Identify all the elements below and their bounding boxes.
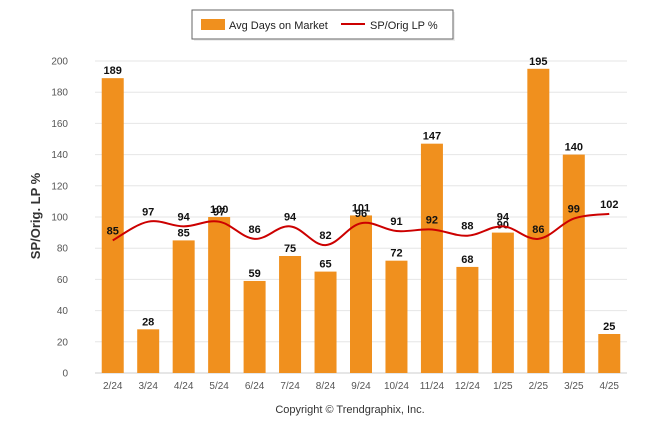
bar-value-label: 72: [390, 248, 402, 260]
bar-value-label: 140: [565, 142, 583, 154]
y-tick-label: 60: [57, 275, 69, 286]
line-value-label: 97: [213, 207, 225, 219]
bar: [101, 78, 124, 373]
line-value-label: 99: [568, 204, 580, 216]
line-value-label: 85: [107, 225, 119, 237]
legend: Avg Days on Market SP/Orig LP %: [191, 9, 455, 41]
y-tick-label: 40: [57, 306, 69, 317]
y-axis-ticks: 0 20 40 60 80 100 120 140 160 180 200: [51, 57, 68, 380]
bar: [491, 232, 514, 373]
copyright-text: Copyright © Trendgraphix, Inc.: [275, 404, 424, 416]
bar: [420, 143, 443, 373]
y-tick-label: 120: [51, 181, 68, 192]
bar-value-label: 59: [248, 268, 260, 280]
x-tick-label: 7/24: [280, 381, 300, 392]
bar-value-label: 147: [423, 131, 441, 143]
x-tick-label: 4/25: [600, 381, 620, 392]
y-axis-label: SP/Orig. LP %: [28, 172, 43, 259]
bar: [243, 280, 266, 373]
y-tick-label: 160: [51, 119, 68, 130]
y-tick-label: 80: [57, 244, 69, 255]
bar-value-label: 65: [319, 259, 331, 271]
x-axis-ticks: 2/24 3/24 4/24 5/24 6/24 7/24 8/24 9/24 10/24 11/…: [103, 381, 619, 392]
bar: [137, 329, 160, 373]
line-series: [112, 212, 610, 247]
x-tick-label: 4/24: [174, 381, 194, 392]
line-value-labels: 85 97 94 97 86 94 82 96 91 92 88 94 86 99 102: [107, 199, 619, 242]
bar: [172, 240, 195, 373]
bar: [350, 215, 372, 373]
line-value-label: 94: [178, 211, 191, 223]
y-tick-label: 100: [51, 213, 68, 224]
y-tick-label: 20: [57, 337, 69, 348]
bar-value-label: 195: [529, 56, 547, 68]
bar-value-label: 189: [104, 65, 122, 77]
x-tick-label: 2/25: [529, 381, 549, 392]
line-value-label: 94: [284, 211, 297, 223]
bar-value-label: 68: [461, 254, 473, 266]
bar-value-label: 28: [142, 316, 154, 328]
x-tick-label: 10/24: [384, 381, 409, 392]
x-tick-label: 6/24: [245, 381, 265, 392]
bar: [456, 266, 479, 373]
x-tick-label: 11/24: [420, 381, 445, 392]
y-tick-label: 0: [62, 369, 68, 380]
line-value-label: 96: [355, 208, 367, 220]
line-value-label: 97: [142, 207, 154, 219]
bar: [385, 260, 408, 373]
line-value-label: 86: [532, 224, 544, 236]
x-tick-label: 2/24: [103, 381, 123, 392]
bar: [279, 256, 302, 373]
y-tick-label: 180: [51, 88, 68, 99]
x-tick-label: 9/24: [351, 381, 371, 392]
bar: [598, 334, 621, 373]
line-value-label: 94: [497, 211, 510, 223]
bar-value-label: 75: [284, 243, 296, 255]
bar-series: [101, 68, 621, 374]
bar-value-label: 85: [178, 227, 190, 239]
bar-value-label: 25: [603, 321, 615, 333]
bar: [527, 68, 550, 374]
line-value-label: 91: [390, 216, 402, 228]
sp-orig-lp-line: [112, 212, 610, 247]
x-tick-label: 3/24: [138, 381, 158, 392]
line-value-label: 102: [600, 199, 618, 211]
line-value-label: 86: [248, 224, 260, 236]
bar: [562, 154, 585, 373]
bar: [208, 217, 231, 373]
x-tick-label: 5/24: [209, 381, 229, 392]
y-tick-label: 200: [51, 57, 68, 68]
bar-value-label: 100: [210, 204, 228, 216]
bar-value-label: 101: [352, 202, 370, 214]
x-tick-label: 8/24: [316, 381, 336, 392]
line-value-label: 82: [319, 230, 331, 242]
legend-line-label: SP/Orig LP %: [370, 20, 438, 32]
legend-bar-swatch: [201, 19, 225, 30]
line-value-label: 88: [461, 221, 473, 233]
x-tick-label: 3/25: [564, 381, 584, 392]
x-tick-label: 1/25: [493, 381, 513, 392]
x-tick-label: 12/24: [455, 381, 480, 392]
y-tick-label: 140: [51, 150, 68, 161]
line-value-label: 92: [426, 214, 438, 226]
legend-bar-label: Avg Days on Market: [229, 20, 328, 32]
bar: [314, 271, 337, 373]
